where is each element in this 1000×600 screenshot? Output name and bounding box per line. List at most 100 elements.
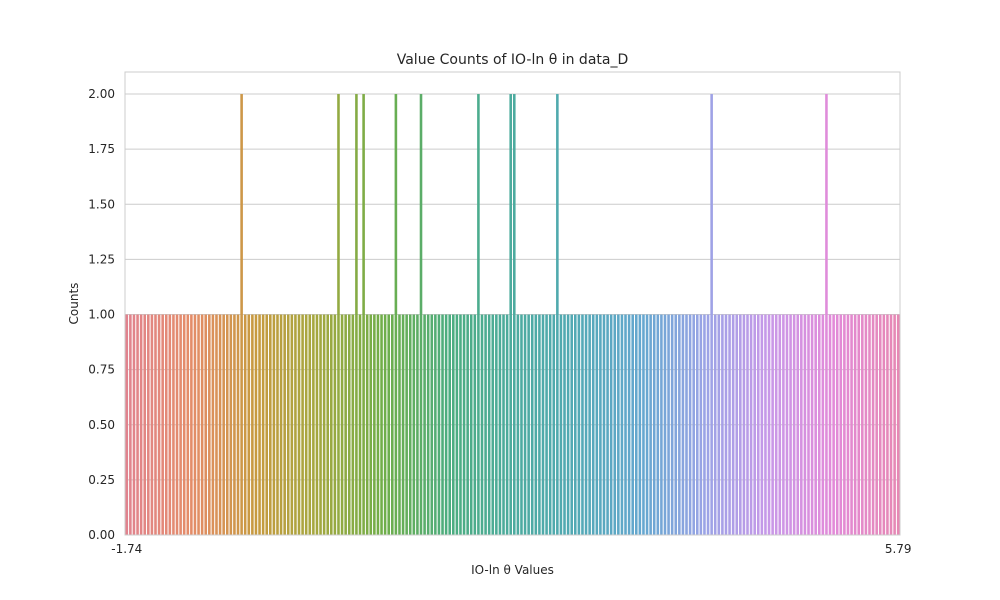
bar <box>326 314 330 535</box>
bar <box>240 94 243 536</box>
bar <box>376 314 380 535</box>
bar <box>685 314 688 535</box>
bar <box>556 94 559 536</box>
bar <box>789 314 792 535</box>
bar <box>835 314 839 535</box>
bar <box>383 314 387 535</box>
bar <box>380 314 383 535</box>
bar <box>136 314 139 535</box>
bar <box>681 314 685 535</box>
bar <box>800 314 803 535</box>
bar <box>832 314 835 535</box>
bar <box>312 314 315 535</box>
bar <box>527 314 530 535</box>
bar <box>208 314 211 535</box>
bar <box>437 314 441 535</box>
bar <box>530 314 534 535</box>
bar <box>269 314 272 535</box>
bar <box>631 314 634 535</box>
bar <box>850 314 853 535</box>
bar <box>868 314 871 535</box>
bar <box>398 314 401 535</box>
bar <box>688 314 692 535</box>
bar <box>225 314 229 535</box>
bar <box>645 314 649 535</box>
bar <box>265 314 269 535</box>
bar <box>172 314 175 535</box>
bar <box>175 314 179 535</box>
bar <box>663 314 667 535</box>
bar <box>154 314 157 535</box>
bar <box>667 314 670 535</box>
bar <box>541 314 545 535</box>
bar <box>387 314 390 535</box>
bar <box>179 314 182 535</box>
bar <box>480 314 484 535</box>
bar <box>215 314 218 535</box>
bar <box>817 314 821 535</box>
bar <box>882 314 886 535</box>
bar <box>157 314 161 535</box>
y-tick-label: 0.00 <box>88 528 115 542</box>
bar <box>649 314 652 535</box>
bar <box>301 314 304 535</box>
bar <box>695 314 699 535</box>
bar <box>566 314 570 535</box>
bar <box>247 314 251 535</box>
bar <box>617 314 620 535</box>
bar <box>753 314 756 535</box>
bar <box>236 314 240 535</box>
bar <box>710 94 713 536</box>
bar <box>455 314 459 535</box>
bar <box>448 314 451 535</box>
bar <box>559 314 563 535</box>
bar <box>276 314 279 535</box>
bar <box>731 314 735 535</box>
bar <box>624 314 627 535</box>
bar <box>634 314 638 535</box>
bar <box>423 314 426 535</box>
bar <box>814 314 817 535</box>
bar <box>810 314 814 535</box>
bar <box>886 314 889 535</box>
bar <box>243 314 247 535</box>
bar <box>660 314 663 535</box>
bar <box>545 314 548 535</box>
bar <box>796 314 800 535</box>
bar <box>466 314 469 535</box>
bar <box>821 314 825 535</box>
bar <box>642 314 645 535</box>
bar <box>861 314 864 535</box>
bar <box>143 314 147 535</box>
bar <box>434 314 437 535</box>
bar <box>656 314 660 535</box>
bar <box>893 314 896 535</box>
bar <box>132 314 136 535</box>
bar <box>419 94 423 536</box>
bar <box>505 314 509 535</box>
bar <box>279 314 283 535</box>
bar <box>369 314 373 535</box>
bar <box>344 314 347 535</box>
bar <box>261 314 265 535</box>
bar <box>584 314 588 535</box>
bar <box>552 314 556 535</box>
bar <box>297 314 301 535</box>
bar <box>283 314 286 535</box>
bar <box>430 314 434 535</box>
bar <box>756 314 760 535</box>
bar <box>742 314 746 535</box>
bar <box>251 314 254 535</box>
bar <box>782 314 785 535</box>
bar <box>452 314 455 535</box>
y-tick-label: 1.25 <box>88 252 115 266</box>
chart-title: Value Counts of IO-ln θ in data_D <box>397 52 629 68</box>
y-tick-label: 0.25 <box>88 473 115 487</box>
bar <box>125 314 129 535</box>
bar <box>857 314 861 535</box>
bar <box>713 314 717 535</box>
bar <box>147 314 150 535</box>
bar <box>703 314 706 535</box>
bar <box>459 314 462 535</box>
y-tick-label: 0.50 <box>88 418 115 432</box>
